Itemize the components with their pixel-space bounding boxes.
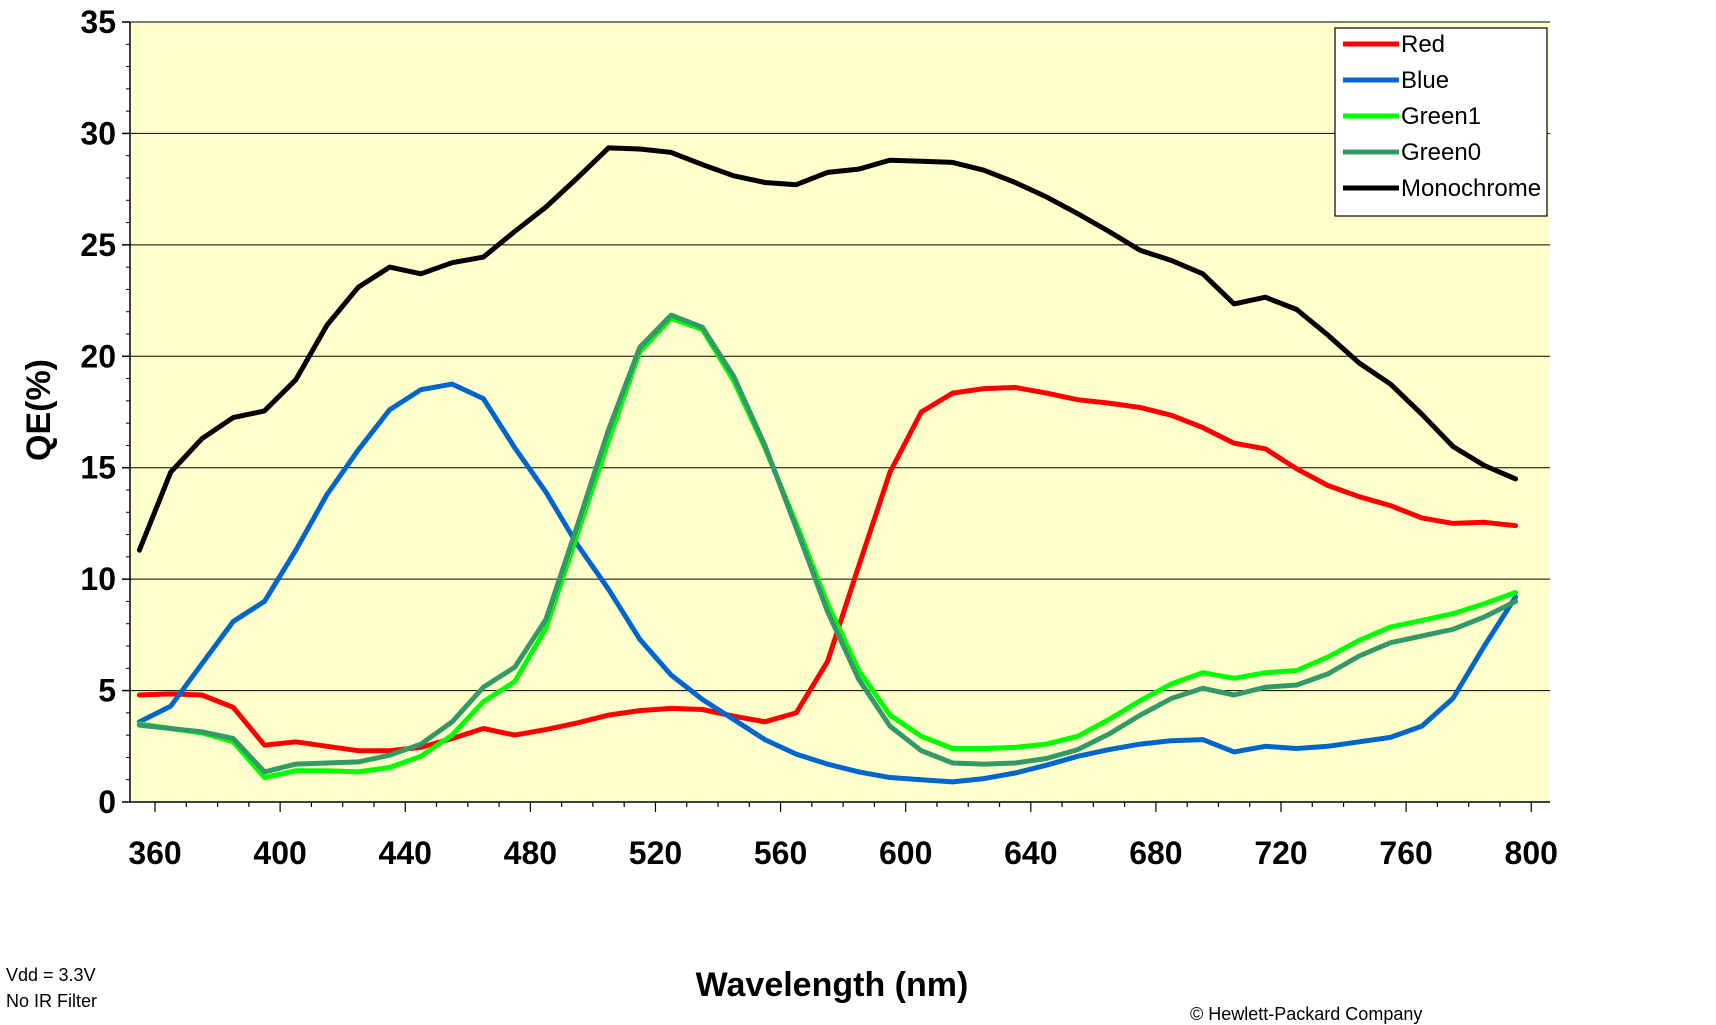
y-tick-label: 30	[80, 115, 116, 151]
x-tick-label: 400	[253, 835, 306, 871]
legend-label: Green0	[1401, 139, 1481, 166]
note-vdd: Vdd = 3.3V	[6, 965, 96, 985]
y-axis-title: QE(%)	[20, 359, 58, 461]
y-tick-label: 10	[80, 561, 116, 597]
legend-label: Red	[1401, 31, 1445, 58]
series-line-green1	[136, 315, 1519, 780]
x-tick-label: 800	[1505, 835, 1558, 871]
series-line-red	[136, 385, 1519, 754]
series-line-green0	[136, 312, 1519, 775]
axes	[122, 21, 1550, 812]
x-tick-label: 760	[1379, 835, 1432, 871]
note-ir-filter: No IR Filter	[6, 991, 98, 1011]
x-tick-label: 520	[629, 835, 682, 871]
y-tick-label: 35	[80, 4, 116, 40]
x-tick-label: 480	[504, 835, 557, 871]
y-tick-label: 20	[80, 338, 116, 374]
x-tick-label: 680	[1129, 835, 1182, 871]
y-tick-label: 5	[98, 673, 116, 709]
grid-lines	[130, 21, 1550, 692]
series-line-monochrome	[136, 145, 1519, 553]
y-tick-label: 0	[98, 784, 116, 820]
x-tick-label: 640	[1004, 835, 1057, 871]
legend-label: Green1	[1401, 103, 1481, 130]
x-tick-label: 360	[128, 835, 181, 871]
legend: Red Blue Green1 Green0 Monochrome	[1334, 27, 1548, 217]
y-tick-label: 25	[80, 227, 116, 263]
x-tick-label: 440	[379, 835, 432, 871]
x-axis-title: Wavelength (nm)	[696, 966, 969, 1004]
tick-labels: 0 5 10 15 20 25 30 35 360 400 440 480 520 560 600 640 68…	[80, 4, 1558, 871]
plot-area	[130, 22, 1550, 802]
series-layer	[136, 145, 1519, 785]
series-line-blue	[136, 381, 1519, 785]
x-tick-label: 560	[754, 835, 807, 871]
legend-label: Monochrome	[1401, 175, 1541, 202]
x-tick-label: 600	[879, 835, 932, 871]
copyright-text: © Hewlett-Packard Company	[1190, 1004, 1423, 1024]
y-tick-label: 15	[80, 450, 116, 486]
legend-box	[1334, 27, 1548, 217]
legend-label: Blue	[1401, 67, 1449, 94]
x-tick-label: 720	[1254, 835, 1307, 871]
